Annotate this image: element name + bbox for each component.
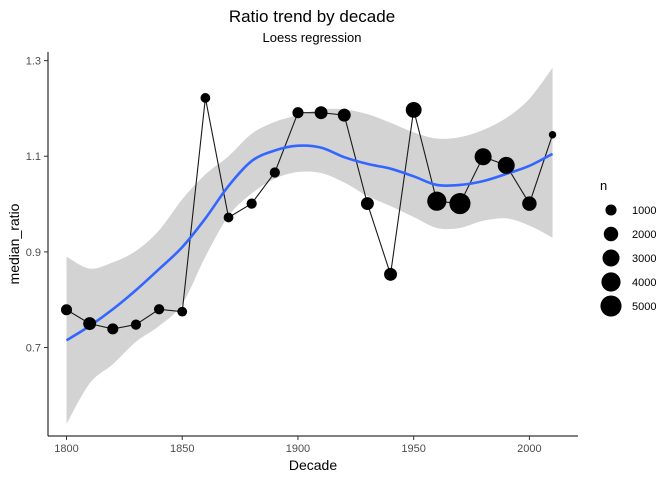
y-tick-label: 1.3 (26, 56, 41, 68)
legend-key (601, 272, 621, 292)
data-point (497, 156, 515, 174)
data-point (474, 148, 492, 166)
data-point (548, 131, 557, 139)
legend-label: 1000 (632, 205, 656, 217)
legend-label: 5000 (632, 301, 656, 313)
legend: n 1000 2000 3000 4000 5000 (600, 178, 656, 317)
x-axis-ticks: 1800 1850 1900 1950 2000 (54, 436, 542, 455)
data-point (223, 212, 234, 223)
legend-key (602, 249, 620, 267)
data-point (60, 304, 73, 316)
data-point (522, 196, 537, 211)
data-point (200, 93, 211, 103)
x-tick-label: 1800 (54, 443, 78, 455)
data-point (449, 193, 471, 215)
legend-key (605, 204, 617, 216)
y-tick-label: 0.9 (26, 247, 41, 259)
x-tick-label: 1900 (286, 443, 310, 455)
x-axis-title: Decade (289, 457, 337, 473)
legend-entries: 1000 2000 3000 4000 5000 (600, 204, 656, 317)
y-tick-label: 0.7 (26, 343, 41, 355)
connector-line-layer (66, 97, 554, 330)
x-tick-label: 1950 (401, 443, 425, 455)
connector-line (66, 97, 554, 330)
data-point (405, 101, 422, 118)
data-point (246, 198, 257, 209)
confidence-ribbon (66, 67, 553, 425)
data-point (269, 167, 280, 178)
legend-label: 2000 (632, 229, 656, 241)
smooth-line-layer (65, 144, 554, 342)
data-point (427, 191, 447, 211)
chart-title: Ratio trend by decade (229, 7, 395, 26)
legend-key (600, 295, 622, 317)
data-point (292, 107, 304, 119)
points-layer (60, 93, 557, 335)
y-axis-ticks: 0.7 0.9 1.1 1.3 (26, 56, 48, 355)
legend-label: 3000 (632, 253, 656, 265)
chart-subtitle: Loess regression (263, 30, 362, 45)
data-point (337, 108, 351, 122)
data-point (107, 323, 119, 335)
x-tick-label: 1850 (170, 443, 194, 455)
y-axis-title: median_ratio (6, 203, 22, 284)
data-point (130, 319, 142, 330)
data-point (83, 317, 97, 331)
legend-title: n (600, 178, 607, 193)
data-point (314, 106, 328, 120)
x-tick-label: 2000 (517, 443, 541, 455)
data-point (177, 306, 188, 317)
legend-label: 4000 (632, 277, 656, 289)
y-tick-label: 1.1 (26, 151, 41, 163)
confidence-ribbon-layer (66, 67, 553, 425)
legend-key (603, 226, 619, 242)
data-point (384, 267, 397, 281)
loess-smooth-line (65, 144, 554, 342)
data-point (153, 304, 165, 315)
data-point (360, 197, 374, 211)
